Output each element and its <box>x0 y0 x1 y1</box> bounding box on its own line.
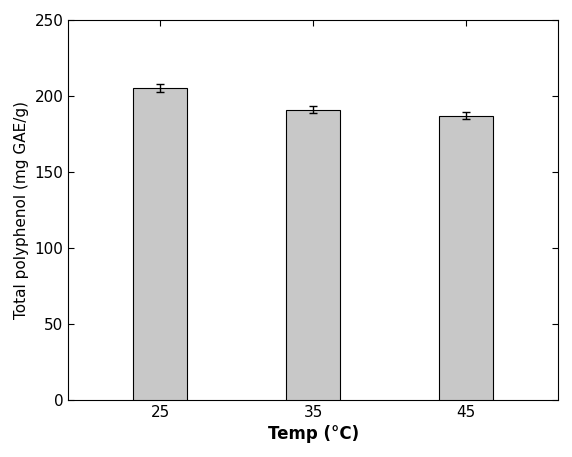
Bar <box>439 116 493 400</box>
Y-axis label: Total polyphenol (mg GAE/g): Total polyphenol (mg GAE/g) <box>14 101 29 319</box>
Bar <box>287 110 340 400</box>
X-axis label: Temp (°C): Temp (°C) <box>268 425 359 443</box>
Bar <box>133 88 187 400</box>
